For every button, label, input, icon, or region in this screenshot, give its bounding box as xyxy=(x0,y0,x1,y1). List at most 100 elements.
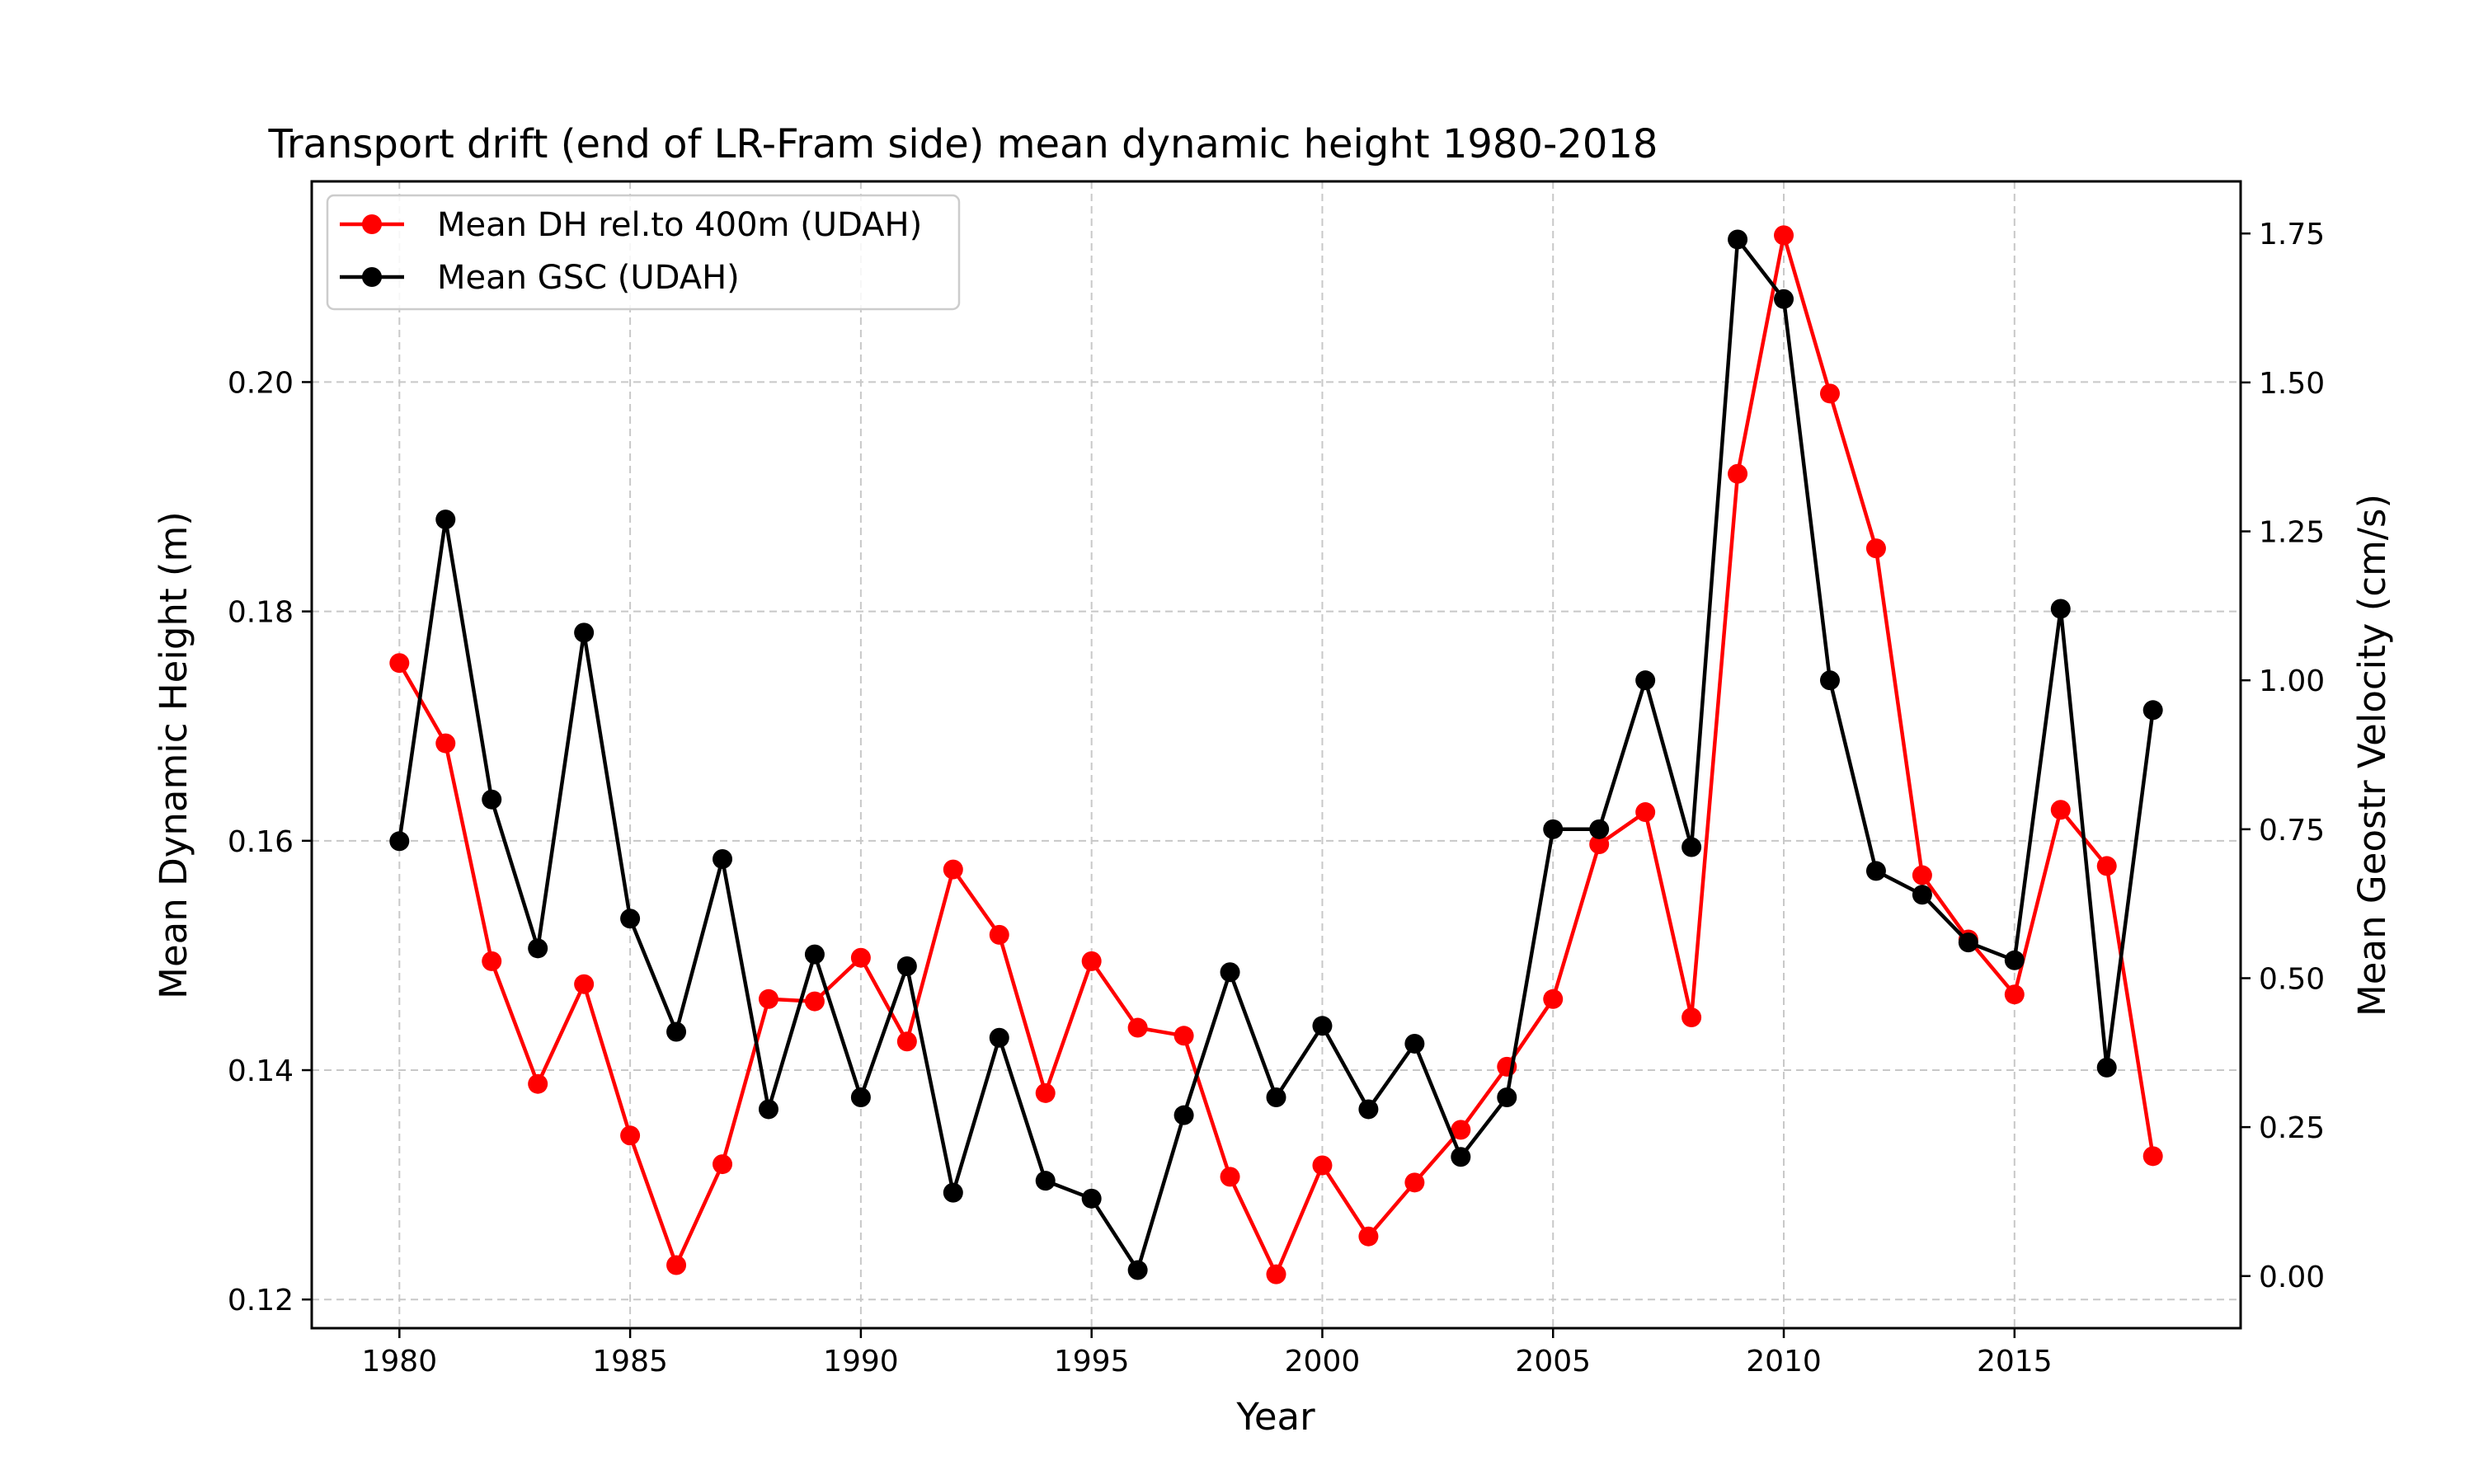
data-point-gsc xyxy=(943,1182,963,1203)
data-point-gsc xyxy=(850,1087,871,1107)
data-point-dh xyxy=(1312,1155,1333,1176)
y-right-tick-label: 1.75 xyxy=(2259,218,2325,251)
legend: Mean DH rel.to 400m (UDAH) Mean GSC (UDA… xyxy=(326,194,961,311)
y-left-tick-label: 0.14 xyxy=(228,1054,294,1088)
data-point-gsc xyxy=(1358,1099,1379,1120)
data-point-dh xyxy=(1220,1167,1240,1187)
y-left-tick-label: 0.12 xyxy=(228,1284,294,1317)
x-tick-label: 2005 xyxy=(1515,1345,1591,1378)
x-tick-label: 2010 xyxy=(1746,1345,1822,1378)
data-point-gsc xyxy=(1681,837,1702,857)
series-gsc xyxy=(389,229,2163,1280)
data-point-gsc xyxy=(574,622,595,643)
left-y-axis-ticks: 0.12 0.14 0.16 0.18 0.20 xyxy=(228,366,312,1317)
legend-marker-dh xyxy=(362,214,382,234)
data-point-gsc xyxy=(1543,819,1564,839)
data-point-gsc xyxy=(1266,1087,1286,1107)
chart-title: Transport drift (end of LR-Fram side) me… xyxy=(268,121,1658,167)
data-point-dh xyxy=(574,974,595,994)
data-point-dh xyxy=(896,1031,917,1052)
data-point-dh xyxy=(1035,1082,1056,1103)
data-point-dh xyxy=(943,859,963,880)
data-point-gsc xyxy=(1728,229,1748,250)
data-point-gsc xyxy=(2142,700,2163,721)
data-point-dh xyxy=(1266,1264,1286,1284)
y-left-tick-label: 0.20 xyxy=(228,366,294,400)
data-point-gsc xyxy=(1127,1260,1148,1280)
data-point-dh xyxy=(528,1073,548,1094)
data-point-gsc xyxy=(896,956,917,977)
data-point-dh xyxy=(850,947,871,968)
data-point-dh xyxy=(713,1154,733,1175)
data-point-gsc xyxy=(1312,1016,1333,1036)
data-point-dh xyxy=(666,1255,687,1275)
y-left-tick-label: 0.18 xyxy=(228,596,294,630)
y-left-tick-label: 0.16 xyxy=(228,825,294,859)
legend-label-dh: Mean DH rel.to 400m (UDAH) xyxy=(437,206,922,244)
y-right-tick-label: 1.00 xyxy=(2259,665,2325,698)
data-point-dh xyxy=(2004,984,2025,1005)
data-point-dh xyxy=(1865,538,1886,559)
right-y-axis-label: Mean Geostr Velocity (cm/s) xyxy=(2350,494,2394,1017)
data-point-gsc xyxy=(1174,1105,1194,1125)
data-point-dh xyxy=(389,653,410,674)
data-point-dh xyxy=(758,989,778,1009)
y-right-tick-label: 0.50 xyxy=(2259,962,2325,996)
data-point-dh xyxy=(2142,1146,2163,1167)
x-axis-ticks: 1980 1985 1990 1995 2000 2005 2010 2015 xyxy=(362,1328,2053,1378)
data-point-dh xyxy=(482,951,502,971)
data-point-dh xyxy=(989,924,1009,945)
x-tick-label: 1990 xyxy=(823,1345,899,1378)
data-point-gsc xyxy=(435,510,456,530)
data-point-gsc xyxy=(482,789,502,810)
data-point-gsc xyxy=(713,848,733,869)
data-point-dh xyxy=(1404,1172,1425,1193)
data-point-gsc xyxy=(1081,1188,1102,1209)
data-point-gsc xyxy=(666,1021,687,1042)
data-point-gsc xyxy=(1497,1087,1517,1107)
data-point-gsc xyxy=(1912,885,1932,905)
data-point-dh xyxy=(1081,951,1102,971)
data-point-gsc xyxy=(1819,670,1840,691)
data-point-gsc xyxy=(758,1099,778,1120)
y-right-tick-label: 0.00 xyxy=(2259,1261,2325,1294)
y-right-tick-label: 0.75 xyxy=(2259,814,2325,848)
data-point-dh xyxy=(1819,383,1840,404)
data-point-dh xyxy=(1774,225,1794,246)
data-point-gsc xyxy=(528,938,548,959)
x-tick-label: 1985 xyxy=(592,1345,668,1378)
data-point-gsc xyxy=(1635,670,1656,691)
data-point-gsc xyxy=(2096,1057,2117,1078)
data-point-dh xyxy=(804,991,825,1012)
y-right-tick-label: 0.25 xyxy=(2259,1111,2325,1145)
legend-label-gsc: Mean GSC (UDAH) xyxy=(437,259,740,297)
data-point-gsc xyxy=(1774,289,1794,309)
data-point-dh xyxy=(1451,1120,1471,1140)
data-point-dh xyxy=(2096,856,2117,876)
x-tick-label: 1980 xyxy=(362,1345,438,1378)
right-y-axis-ticks: 0.00 0.25 0.50 0.75 1.00 1.25 1.50 1.75 xyxy=(2241,218,2325,1294)
y-right-tick-label: 1.50 xyxy=(2259,367,2325,401)
x-tick-label: 1995 xyxy=(1054,1345,1130,1378)
data-point-gsc xyxy=(1958,932,1978,953)
x-tick-label: 2015 xyxy=(1977,1345,2053,1378)
data-point-gsc xyxy=(1220,962,1240,983)
x-axis-label: Year xyxy=(1235,1395,1315,1439)
series-dh xyxy=(389,225,2163,1284)
data-point-gsc xyxy=(1589,819,1610,839)
data-point-gsc xyxy=(620,909,641,929)
legend-box xyxy=(326,194,961,311)
data-point-gsc xyxy=(389,831,410,852)
plot-frame xyxy=(310,180,2242,1330)
data-point-gsc xyxy=(804,944,825,965)
data-point-dh xyxy=(2050,800,2071,820)
data-point-dh xyxy=(1127,1017,1148,1038)
data-point-gsc xyxy=(1404,1033,1425,1054)
data-point-dh xyxy=(1543,989,1564,1009)
data-point-dh xyxy=(1358,1226,1379,1247)
series-layer xyxy=(389,225,2163,1284)
data-point-gsc xyxy=(989,1027,1009,1048)
data-point-gsc xyxy=(1865,861,1886,881)
data-point-gsc xyxy=(2004,950,2025,970)
